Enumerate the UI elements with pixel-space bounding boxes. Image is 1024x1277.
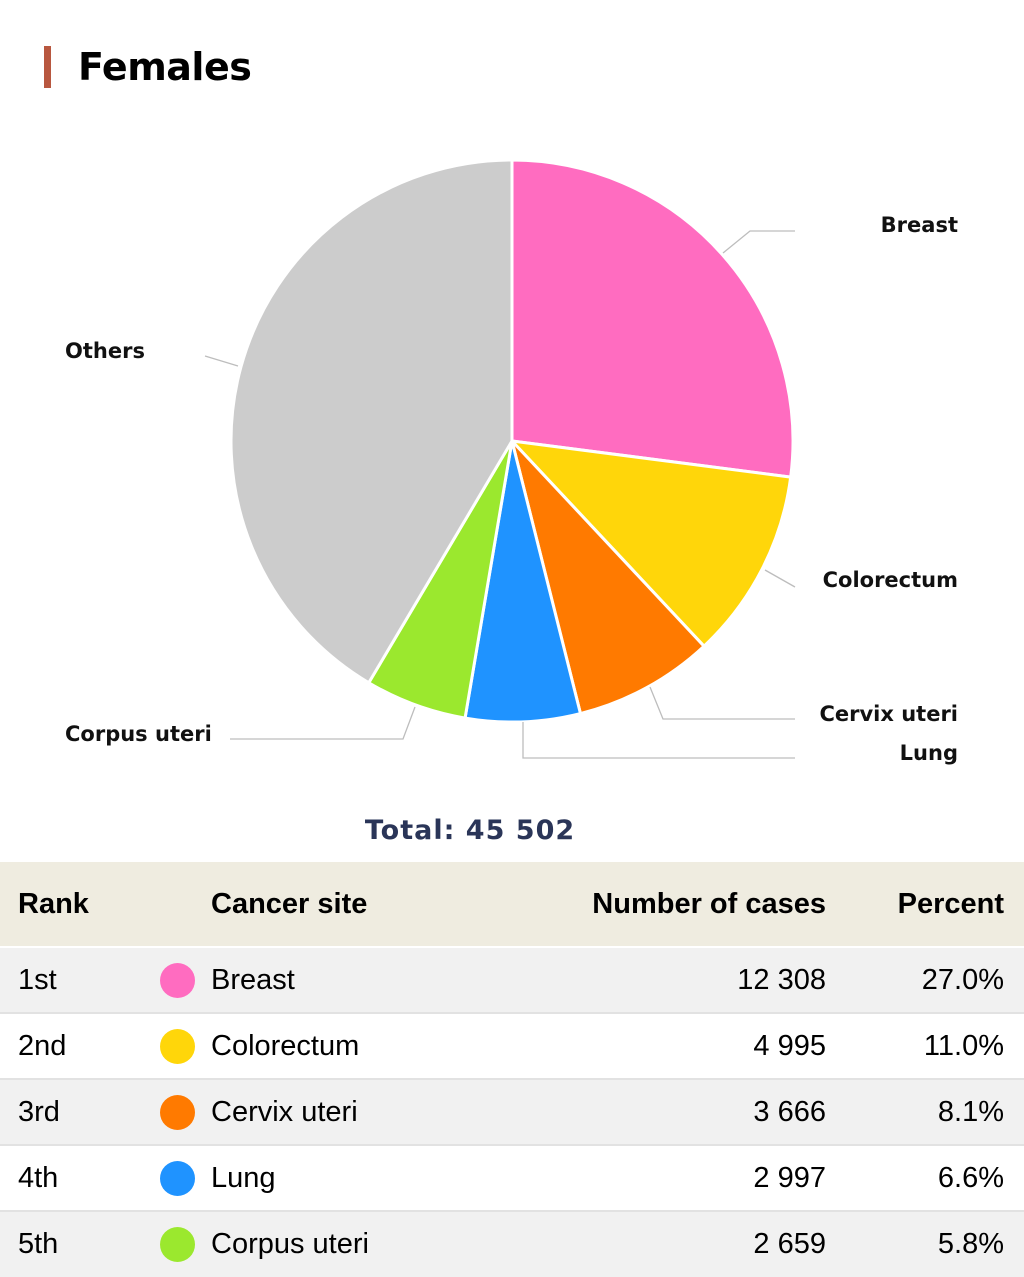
site-cell: Cervix uteri — [160, 1079, 500, 1145]
slice-label: Breast — [881, 213, 958, 237]
slice-label: Colorectum — [823, 568, 958, 592]
site-label: Cervix uteri — [211, 1095, 358, 1128]
color-dot-icon — [160, 1094, 195, 1130]
percent-cell: 8.1% — [937, 1095, 1004, 1128]
table-row: 1st Breast 12 308 27.0% — [0, 947, 1024, 1013]
site-label: Corpus uteri — [211, 1228, 369, 1260]
rank-cell: 5th — [18, 1228, 59, 1260]
leader-line — [764, 569, 796, 588]
rank-cell: 2nd — [18, 1029, 67, 1062]
header-site: Cancer site — [160, 862, 500, 947]
header-rank: Rank — [18, 887, 89, 920]
slice-label: Corpus uteri — [65, 722, 212, 746]
percent-cell: 11.0% — [923, 1029, 1004, 1062]
site-cell: Corpus uteri — [160, 1211, 500, 1277]
title-accent-bar — [44, 46, 51, 88]
table-row: 5th Corpus uteri 2 659 5.8% — [0, 1211, 1024, 1277]
site-cell: Colorectum — [160, 1013, 500, 1079]
pie-slice-breast — [510, 158, 795, 479]
percent-cell: 6.6% — [937, 1161, 1004, 1194]
site-wrap: Corpus uteri — [160, 1227, 500, 1262]
site-wrap: Colorectum — [160, 1028, 500, 1064]
leader-line — [722, 230, 795, 254]
cases-cell: 2 659 — [753, 1228, 826, 1260]
site-label: Lung — [211, 1161, 276, 1194]
color-dot-icon — [160, 962, 195, 998]
leader-line — [204, 355, 239, 367]
pie-slice-lung — [463, 439, 582, 724]
chart-heading: Females — [44, 44, 252, 90]
total-label: Total: 45 502 — [364, 815, 576, 846]
table-row: 2nd Colorectum 4 995 11.0% — [0, 1013, 1024, 1079]
slice-label: Lung — [900, 741, 958, 765]
site-wrap: Cervix uteri — [160, 1094, 500, 1130]
color-dot-icon — [160, 1160, 195, 1196]
rank-cell: 4th — [18, 1161, 59, 1194]
leader-line — [230, 706, 416, 740]
table-header-row: Rank Cancer site Number of cases Percent — [0, 862, 1024, 947]
pie-slices — [229, 158, 795, 724]
site-label: Breast — [211, 963, 295, 996]
pie-chart: Breast Colorectum Cervix uteri Lung Corpus u… — [65, 158, 958, 765]
header-site-label: Cancer site — [211, 887, 368, 920]
color-dot-icon — [160, 1028, 195, 1064]
slice-label: Cervix uteri — [819, 702, 958, 726]
leader-line — [649, 686, 795, 720]
header-cases: Number of cases — [592, 887, 826, 920]
table-row: 3rd Cervix uteri 3 666 8.1% — [0, 1079, 1024, 1145]
site-wrap: Lung — [160, 1160, 500, 1196]
cases-cell: 4 995 — [753, 1029, 826, 1062]
site-cell: Lung — [160, 1145, 500, 1211]
cancer-table: Rank Cancer site Number of cases Percent… — [0, 862, 1024, 1277]
leader-line — [522, 722, 795, 759]
pie-slice-others — [229, 158, 514, 685]
color-dot-icon — [160, 1227, 195, 1262]
pie-slice-cervix-uteri — [510, 439, 706, 716]
page-title: Females — [78, 45, 252, 89]
slice-label: Others — [65, 339, 145, 363]
header-percent: Percent — [897, 887, 1004, 920]
cases-cell: 3 666 — [753, 1095, 826, 1128]
table-body: 1st Breast 12 308 27.0% 2nd Colorectum 4 995 11… — [0, 947, 1024, 1277]
cases-cell: 12 308 — [737, 963, 826, 996]
pie-slice-colorectum — [510, 439, 793, 648]
table-row: 4th Lung 2 997 6.6% — [0, 1145, 1024, 1211]
cases-cell: 2 997 — [753, 1161, 826, 1194]
percent-cell: 5.8% — [937, 1228, 1004, 1260]
site-cell: Breast — [160, 947, 500, 1013]
rank-cell: 3rd — [18, 1095, 60, 1128]
site-label: Colorectum — [211, 1029, 360, 1062]
percent-cell: 27.0% — [921, 963, 1004, 996]
site-wrap: Breast — [160, 962, 500, 998]
rank-cell: 1st — [18, 963, 57, 996]
